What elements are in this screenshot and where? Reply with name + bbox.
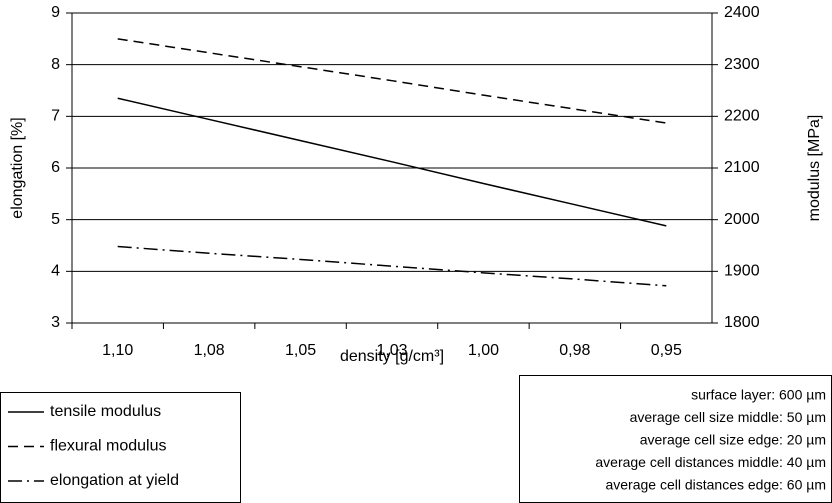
legend-label: flexural modulus	[50, 438, 167, 455]
series-line	[117, 97, 667, 227]
y2-tick-label: 2200	[724, 108, 760, 125]
x-tick-label: 1,08	[194, 342, 225, 359]
y-tick-label: 9	[51, 4, 60, 21]
annotation: average cell size edge: 20 µm	[640, 432, 826, 448]
y2-tick-label: 2400	[724, 4, 760, 21]
y-tick-label: 4	[51, 263, 60, 280]
y2-tick-label: 1900	[724, 263, 760, 280]
x-tick-label: 0,98	[559, 342, 590, 359]
series-line	[117, 38, 667, 124]
info-box	[519, 375, 832, 503]
series-line	[117, 245, 667, 287]
x-tick-label: 1,00	[468, 342, 499, 359]
x-tick-label: 1,03	[376, 342, 407, 359]
y2-axis-label: modulus [MPa]	[806, 115, 823, 222]
y-axis-label: elongation [%]	[9, 117, 26, 218]
y2-tick-label: 2300	[724, 56, 760, 73]
y2-tick-label: 1800	[724, 314, 760, 331]
x-tick-label: 1,10	[102, 342, 133, 359]
x-axis-label: density [g/cm³]	[340, 348, 444, 365]
y-tick-label: 3	[51, 314, 60, 331]
legend-label: elongation at yield	[50, 472, 179, 489]
annotation: average cell distances edge: 60 µm	[605, 477, 826, 493]
y2-tick-label: 2000	[724, 211, 760, 228]
x-tick-label: 0,95	[651, 342, 682, 359]
y-tick-label: 5	[51, 211, 60, 228]
y-tick-label: 6	[51, 159, 60, 176]
legend-box	[0, 392, 241, 503]
x-tick-label: 1,05	[285, 342, 316, 359]
y2-tick-label: 2100	[724, 159, 760, 176]
annotation: surface layer: 600 µm	[691, 387, 826, 403]
annotation: average cell size middle: 50 µm	[630, 409, 826, 425]
legend-label: tensile modulus	[50, 403, 161, 420]
annotation: average cell distances middle: 40 µm	[595, 454, 826, 470]
y-tick-label: 8	[51, 56, 60, 73]
y-tick-label: 7	[51, 108, 60, 125]
